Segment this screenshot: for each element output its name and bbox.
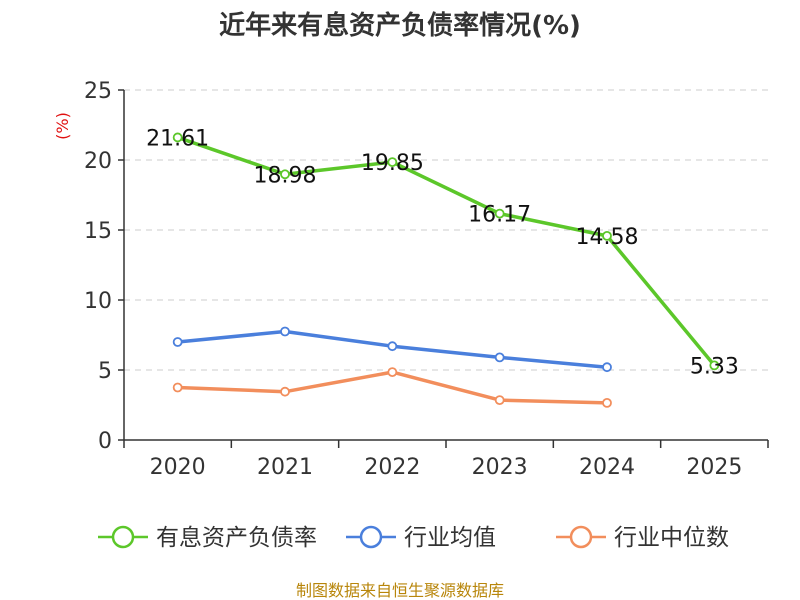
x-tick-label: 2020 [150, 455, 206, 480]
legend-item-2: 行业中位数 [556, 525, 729, 551]
legend-label: 行业中位数 [614, 525, 729, 551]
y-tick-labels: 0 5 10 15 20 25 [84, 79, 112, 454]
legend: 有息资产负债率 行业均值 行业中位数 [98, 525, 729, 551]
data-point [280, 169, 290, 180]
data-point [494, 395, 505, 406]
x-tick-label: 2023 [472, 455, 528, 480]
source-note: 制图数据来自恒生聚源数据库 [296, 581, 504, 600]
y-tick-label: 15 [84, 219, 112, 244]
legend-label: 行业均值 [404, 525, 496, 551]
data-label: 19.85 [361, 151, 424, 176]
data-point [387, 367, 398, 378]
series-line-0 [177, 135, 716, 367]
y-axis-unit-label: (%) [53, 112, 72, 140]
legend-marker [359, 525, 383, 549]
legend-item-0: 有息资产负债率 [98, 525, 317, 551]
data-label: 21.61 [146, 126, 209, 151]
data-label: 16.17 [468, 203, 531, 228]
data-point [494, 352, 505, 363]
y-tick-label: 10 [84, 289, 112, 314]
grid-lines [124, 89, 768, 371]
legend-item-1: 行业均值 [346, 525, 496, 551]
data-label: 14.58 [576, 225, 639, 250]
data-point [494, 208, 505, 219]
x-tick-label: 2022 [364, 455, 420, 480]
data-point [387, 157, 398, 168]
y-tick-label: 5 [98, 359, 112, 384]
data-point [172, 132, 183, 143]
data-point [172, 337, 183, 347]
y-tick-label: 25 [84, 79, 112, 104]
x-tick-labels: 2020 2021 2022 2023 2024 2025 [150, 455, 743, 480]
data-labels: 21.61 18.98 19.85 16.17 14.58 5.33 [146, 126, 739, 379]
legend-marker [569, 525, 593, 549]
data-point [602, 397, 612, 408]
y-tick-label: 20 [84, 149, 112, 174]
legend-label: 有息资产负债率 [156, 525, 317, 551]
x-tick-label: 2021 [257, 455, 313, 480]
axes [118, 89, 769, 448]
data-point [602, 230, 612, 241]
x-tick-label: 2024 [579, 455, 635, 480]
y-tick-label: 0 [98, 429, 112, 454]
data-point [387, 341, 398, 352]
data-point [280, 386, 290, 397]
x-tick-label: 2025 [686, 455, 742, 480]
data-label: 5.33 [690, 354, 739, 379]
data-point [602, 362, 612, 373]
data-point [280, 326, 290, 337]
data-label: 18.98 [254, 163, 317, 188]
data-point [709, 360, 720, 371]
chart-title: 近年来有息资产负债率情况(%) [219, 10, 581, 41]
legend-marker [111, 525, 135, 549]
series-group [172, 132, 720, 408]
data-point [172, 382, 183, 393]
